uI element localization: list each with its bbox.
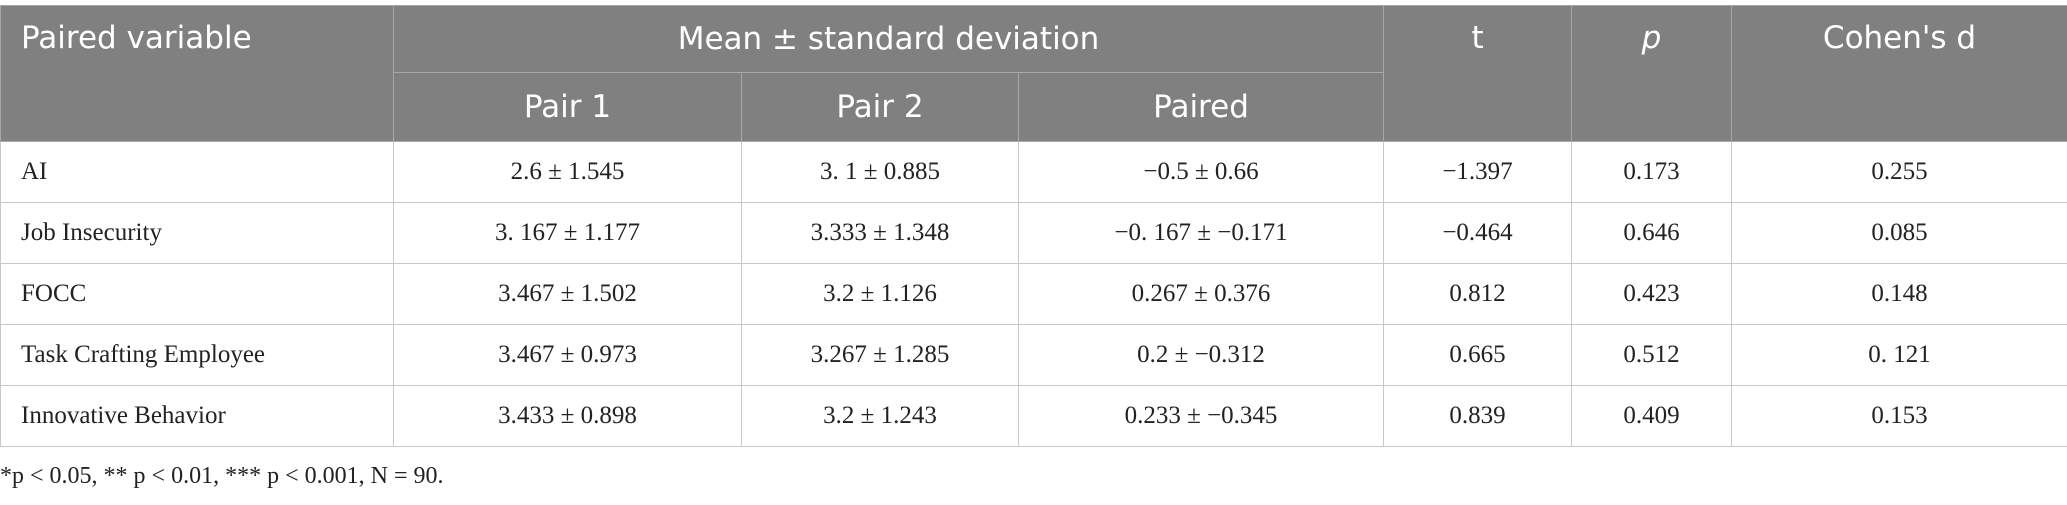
table-row: Innovative Behavior 3.433 ± 0.898 3.2 ± 1.… (0, 385, 2067, 447)
table-cell: 0.085 (1731, 202, 2067, 264)
header-cell: Pair 1 (393, 72, 742, 142)
header-cell: Mean ± standard deviation (392, 5, 1385, 73)
table-cell: 0. 121 (1731, 324, 2067, 386)
table-cell: 3.2 ± 1.126 (741, 263, 1019, 325)
table-cell: 0.812 (1383, 263, 1573, 325)
table-cell: 0.255 (1731, 141, 2067, 203)
data-table: Paired variable Mean ± standard deviatio… (0, 5, 2067, 447)
table-cell: 0.646 (1571, 202, 1733, 264)
header-cell: Pair 2 (741, 72, 1019, 142)
table-row: FOCC 3.467 ± 1.502 3.2 ± 1.126 0.267 ± 0.37… (0, 263, 2067, 325)
table-cell: 0.153 (1731, 385, 2067, 447)
table-cell: 0.148 (1731, 263, 2067, 325)
table-cell: 0.233 ± −0.345 (1017, 385, 1385, 447)
table-cell: Job Insecurity (0, 202, 394, 264)
table-body: AI 2.6 ± 1.545 3. 1 ± 0.885 −0.5 ± 0.66 −1.3… (0, 141, 2067, 447)
table-cell: 3.467 ± 0.973 (393, 324, 742, 386)
table-cell: 3. 167 ± 1.177 (393, 202, 742, 264)
header-cell: Paired variable (0, 5, 394, 142)
table-cell: 3.2 ± 1.243 (741, 385, 1019, 447)
table-cell: 3. 1 ± 0.885 (741, 141, 1019, 203)
table-row: AI 2.6 ± 1.545 3. 1 ± 0.885 −0.5 ± 0.66 −1.3… (0, 141, 2067, 203)
table-row: Job Insecurity 3. 167 ± 1.177 3.333 ± 1.34… (0, 202, 2067, 264)
table-cell: −0.464 (1383, 202, 1573, 264)
table-row: Task Crafting Employee 3.467 ± 0.973 3.267… (0, 324, 2067, 386)
table-cell: FOCC (0, 263, 394, 325)
header-cell: Cohen's d (1731, 5, 2067, 142)
table-cell: −0.5 ± 0.66 (1017, 141, 1385, 203)
table-cell: 2.6 ± 1.545 (393, 141, 742, 203)
table-cell: 0.512 (1571, 324, 1733, 386)
table-cell: 3.267 ± 1.285 (741, 324, 1019, 386)
header-cell: t (1383, 5, 1573, 142)
table-cell: Innovative Behavior (0, 385, 394, 447)
table-cell: Task Crafting Employee (0, 324, 394, 386)
table-cell: 0.409 (1571, 385, 1733, 447)
table-cell: 0.423 (1571, 263, 1733, 325)
footnote: *p < 0.05, ** p < 0.01, *** p < 0.001, N… (0, 463, 444, 489)
table-cell: −1.397 (1383, 141, 1573, 203)
table-cell: 0.665 (1383, 324, 1573, 386)
table-cell: AI (0, 141, 394, 203)
table-cell: 0.267 ± 0.376 (1017, 263, 1385, 325)
table-cell: 0.2 ± −0.312 (1017, 324, 1385, 386)
table-cell: 3.433 ± 0.898 (393, 385, 742, 447)
table-cell: 3.333 ± 1.348 (741, 202, 1019, 264)
header-cell: p (1571, 5, 1733, 142)
header-cell: Paired (1017, 72, 1385, 142)
table-cell: −0. 167 ± −0.171 (1017, 202, 1385, 264)
table-cell: 0.173 (1571, 141, 1733, 203)
table-cell: 0.839 (1383, 385, 1573, 447)
table-cell: 3.467 ± 1.502 (393, 263, 742, 325)
